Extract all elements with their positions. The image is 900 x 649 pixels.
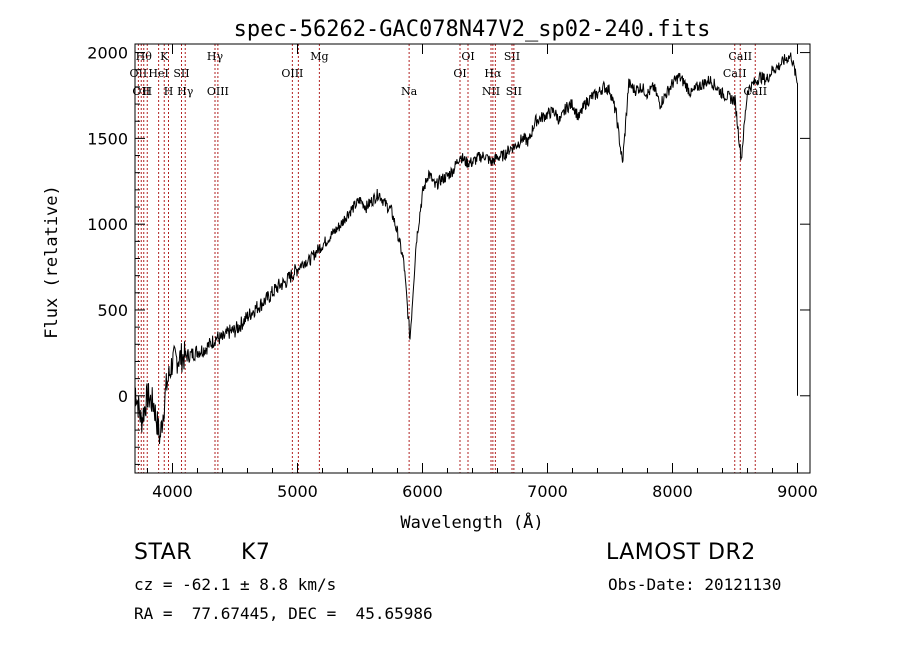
line-marker-label: Hθ <box>136 50 153 63</box>
line-marker-label: Hγ <box>177 85 194 98</box>
x-tick-label: 4000 <box>152 482 193 501</box>
line-marker-label: CaII <box>723 67 747 80</box>
line-marker-label: OIII <box>207 85 229 98</box>
line-marker-label: SII <box>506 85 522 98</box>
line-marker-label: H <box>142 85 152 98</box>
line-marker-label: OI <box>453 67 466 80</box>
line-marker-label: NII <box>482 85 500 98</box>
x-tick-label: 6000 <box>402 482 443 501</box>
x-tick-label: 8000 <box>652 482 693 501</box>
line-marker-label: K <box>160 50 169 63</box>
x-tick-label: 5000 <box>277 482 318 501</box>
object-subclass: K7 <box>241 540 271 565</box>
line-marker-label: CaII <box>728 50 752 63</box>
line-marker-label: OII <box>132 85 150 98</box>
line-marker-label: SII <box>173 67 189 80</box>
survey-name: LAMOST DR2 <box>606 540 756 565</box>
y-tick-label: 1500 <box>87 129 128 148</box>
observation-date: Obs-Date: 20121130 <box>608 575 782 594</box>
plot-frame <box>134 43 811 474</box>
y-axis: 0 500 1000 1500 2000 <box>87 44 810 465</box>
y-tick-label: 0 <box>118 387 128 406</box>
coordinates: RA = 77.67445, DEC = 45.65986 <box>134 604 433 623</box>
y-tick-label: 500 <box>97 301 128 320</box>
x-tick-label: 7000 <box>527 482 568 501</box>
line-marker-label: OI <box>461 50 474 63</box>
line-marker-label: Na <box>401 85 418 98</box>
y-tick-label: 1000 <box>87 215 128 234</box>
spectrum-chart: spec-56262-GAC078N47V2_sp02-240.fits OII… <box>42 17 818 533</box>
line-marker-label: OII <box>130 67 148 80</box>
redshift-cz: cz = -62.1 ± 8.8 km/s <box>134 575 337 594</box>
x-tick-label: 9000 <box>777 482 818 501</box>
line-marker-label: HeI <box>148 67 168 80</box>
line-marker-label: Hα <box>484 67 502 80</box>
y-axis-label: Flux (relative) <box>42 185 62 339</box>
line-marker-label: H <box>164 85 174 98</box>
line-marker-label: Hγ <box>207 50 224 63</box>
x-axis-label: Wavelength (Å) <box>400 511 543 533</box>
emission-line-markers: OII OII Hθ H HeI K H SII Hγ Hγ OIII OIII Mg Na OI OI NII… <box>130 44 767 473</box>
x-axis: 4000 5000 6000 7000 8000 9000 <box>147 44 818 501</box>
object-class: STAR <box>134 540 193 565</box>
line-marker-label: SII <box>504 50 520 63</box>
chart-title: spec-56262-GAC078N47V2_sp02-240.fits <box>234 17 711 42</box>
spectrum-line <box>134 52 798 445</box>
y-tick-label: 2000 <box>87 44 128 63</box>
line-marker-label: Mg <box>310 50 328 63</box>
line-marker-label: OIII <box>281 67 303 80</box>
